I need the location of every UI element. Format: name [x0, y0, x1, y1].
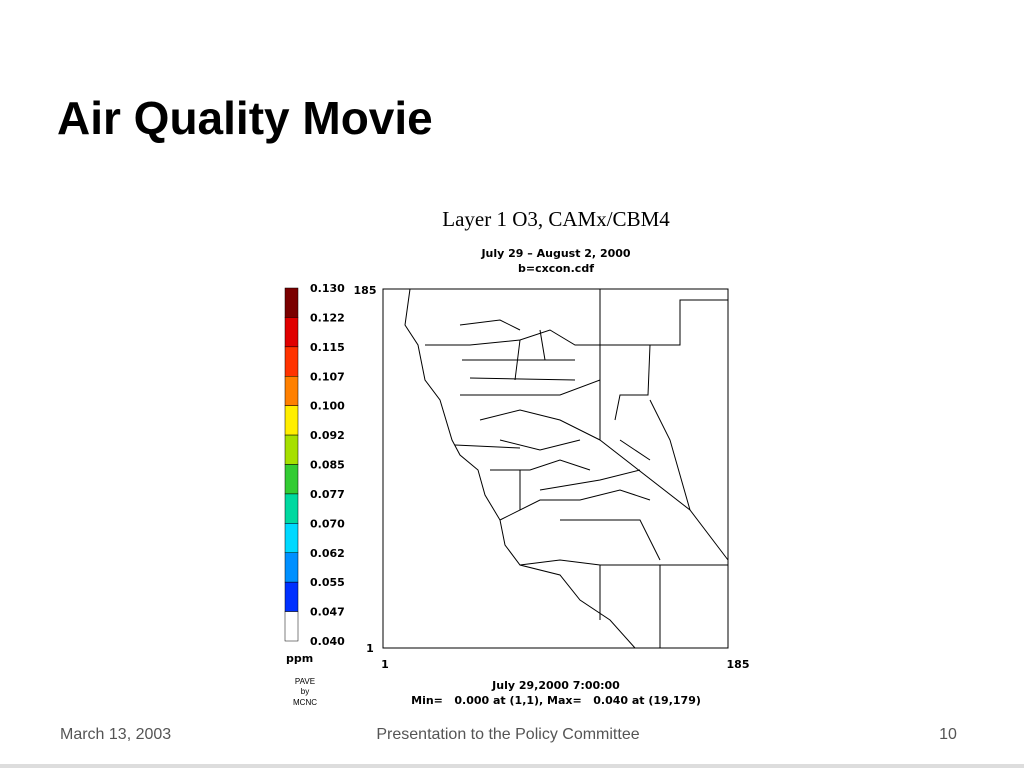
colorbar: 0.130 0.122 0.115 0.107 0.100 0.092 0.085 0.077…: [284, 282, 345, 648]
colorbar-segment: [284, 434, 299, 465]
colorbar-segment: [284, 317, 299, 348]
credit: by: [301, 687, 309, 696]
slide-title: Air Quality Movie: [57, 92, 433, 144]
x-axis-left: 1: [381, 658, 389, 671]
colorbar-label: 0.055: [310, 576, 345, 589]
footer-bar: [0, 764, 1024, 768]
credit: MCNC: [293, 698, 317, 707]
figure-subtitle: b=cxcon.cdf: [518, 262, 594, 275]
colorbar-label: 0.040: [310, 635, 345, 648]
colorbar-label: 0.092: [310, 429, 345, 442]
colorbar-segment: [284, 581, 299, 612]
colorbar-label: 0.070: [310, 517, 345, 530]
colorbar-label: 0.107: [310, 370, 345, 383]
y-axis-bottom: 1: [366, 642, 374, 655]
credit: PAVE: [295, 677, 315, 686]
colorbar-segment: [284, 611, 299, 642]
figure-title: Layer 1 O3, CAMx/CBM4: [442, 207, 670, 231]
colorbar-label: 0.122: [310, 311, 345, 324]
y-axis-top: 185: [354, 284, 377, 297]
colorbar-segment: [284, 346, 299, 377]
colorbar-label: 0.062: [310, 547, 345, 560]
colorbar-segment: [284, 376, 299, 406]
stats: Min= 0.000 at (1,1), Max= 0.040 at (19,1…: [411, 694, 701, 707]
colorbar-segment: [284, 523, 299, 553]
colorbar-segment: [284, 552, 299, 583]
page-number: 10: [939, 726, 957, 743]
colorbar-label: 0.047: [310, 606, 345, 619]
colorbar-label: 0.077: [310, 488, 345, 501]
timestamp: July 29,2000 7:00:00: [491, 679, 620, 692]
colorbar-segment: [284, 405, 299, 436]
map: [404, 288, 729, 649]
colorbar-segment: [284, 287, 299, 318]
footer-center: Presentation to the Policy Committee: [376, 726, 639, 743]
colorbar-segment: [284, 493, 299, 524]
colorbar-label: 0.115: [310, 341, 345, 354]
map-frame: [382, 288, 729, 649]
footer-date: March 13, 2003: [60, 726, 171, 743]
x-axis-right: 185: [727, 658, 750, 671]
colorbar-segment: [284, 464, 299, 495]
colorbar-unit: ppm: [286, 652, 313, 665]
colorbar-label: 0.085: [310, 459, 345, 472]
figure-subtitle: July 29 – August 2, 2000: [480, 247, 630, 260]
colorbar-label: 0.130: [310, 282, 345, 295]
colorbar-label: 0.100: [310, 400, 345, 413]
